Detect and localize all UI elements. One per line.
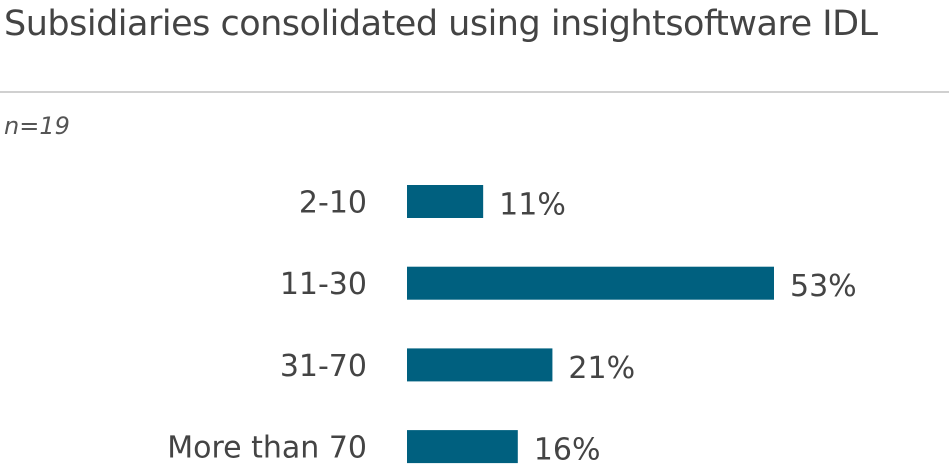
bar — [407, 266, 774, 300]
bar — [407, 348, 553, 382]
category-label: 11-30 — [280, 267, 367, 302]
category-label: 2-10 — [299, 186, 367, 221]
title-divider — [0, 91, 949, 93]
bar — [407, 185, 484, 218]
category-label: More than 70 — [167, 431, 367, 466]
value-label: 16% — [534, 433, 601, 468]
chart-title: Subsidiaries consolidated using insights… — [4, 4, 878, 44]
value-label: 53% — [790, 269, 857, 304]
sample-size: n=19 — [4, 112, 70, 140]
value-label: 11% — [499, 188, 566, 223]
category-label: 31-70 — [280, 349, 367, 384]
value-label: 21% — [568, 351, 635, 386]
bar — [407, 430, 518, 464]
